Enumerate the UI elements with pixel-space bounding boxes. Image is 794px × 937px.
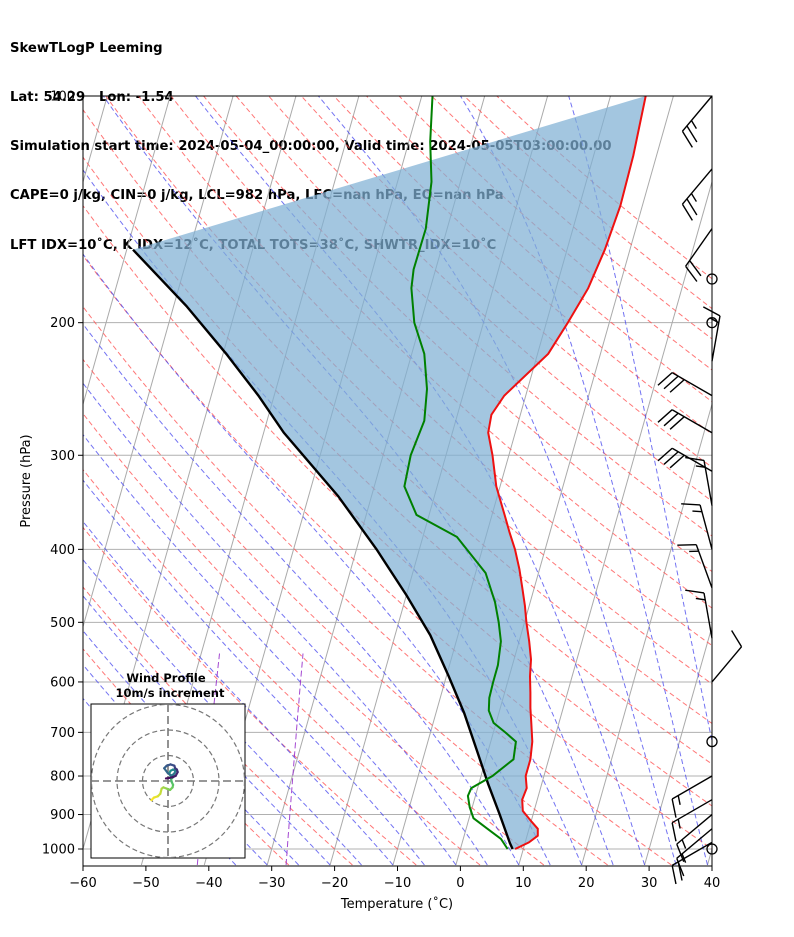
- x-tick-label: −40: [195, 876, 222, 891]
- moist-adiabat-line: [318, 96, 677, 866]
- inset-subtitle: 10m/s increment: [116, 686, 225, 700]
- wind-barb: [671, 799, 713, 842]
- axis-ticks: −60 −50 −40 −30 −20 −10 0 10 20 30 40 100 200 300 400 5…: [42, 90, 720, 892]
- moist-adiabat-line: [568, 96, 712, 744]
- wind-barb: [702, 306, 721, 362]
- x-tick-label: −10: [384, 876, 411, 891]
- wind-barb: [685, 456, 713, 506]
- moist-adiabat-line: [83, 558, 362, 866]
- dry-adiabat-line: [203, 96, 712, 573]
- y-tick-label: 300: [50, 449, 75, 464]
- inset-ring: [91, 704, 245, 858]
- wind-barbs: [657, 95, 743, 885]
- isotherm-line: [644, 624, 712, 866]
- isotherm-line: [83, 96, 171, 407]
- inset-title: Wind Profile: [126, 671, 206, 685]
- x-tick-label: 0: [456, 876, 464, 891]
- wind-barb: [711, 630, 743, 683]
- wind-barb: [681, 95, 713, 148]
- moist-adiabat-line: [83, 323, 520, 866]
- dewpoint-line: [403, 96, 517, 850]
- moist-adiabat-line: [83, 433, 457, 866]
- cape-area: [133, 96, 646, 849]
- dry-adiabat-line: [83, 526, 417, 866]
- wind-barb: [676, 814, 713, 863]
- inset-plot: [91, 704, 245, 858]
- moist-adiabat-line: [195, 96, 646, 866]
- dry-adiabat-line: [83, 254, 712, 850]
- cape-shading: [133, 96, 646, 849]
- wind-barb: [681, 503, 713, 550]
- y-tick-label: 100: [50, 90, 75, 105]
- wind-barb: [657, 409, 713, 434]
- dry-adiabat-line: [83, 305, 672, 866]
- y-tick-label: 200: [50, 316, 75, 331]
- dry-adiabat-line: [83, 648, 290, 866]
- dry-adiabat-line: [333, 96, 712, 435]
- x-tick-label: 40: [704, 876, 721, 891]
- isotherm-line: [707, 847, 712, 866]
- parcel-profile-line: [132, 248, 514, 850]
- y-tick-label: 500: [50, 616, 75, 631]
- dry-adiabat-line: [300, 96, 712, 468]
- x-tick-label: −30: [258, 876, 285, 891]
- wind-barb: [677, 543, 713, 589]
- moist-adiabat-line: [83, 520, 394, 866]
- inset-hodograph-segment: [164, 776, 171, 780]
- wind-barb: [657, 447, 713, 472]
- x-axis-label: Temperature (˚C): [340, 896, 453, 912]
- wind-barb: [685, 228, 713, 282]
- isotherm-line: [518, 180, 712, 866]
- y-tick-label: 800: [50, 770, 75, 785]
- y-tick-label: 400: [50, 543, 75, 558]
- x-tick-label: −60: [69, 876, 96, 891]
- header-location: Lat: 54.29 Lon: -1.54: [10, 90, 174, 106]
- moist-adiabat-line: [83, 595, 331, 866]
- temperature-line: [487, 96, 647, 850]
- isotherm-line: [581, 402, 712, 866]
- wind-barb: [671, 841, 713, 885]
- moist-adiabat-line: [83, 629, 299, 866]
- y-tick-label: 600: [50, 675, 75, 690]
- wind-barb: [671, 775, 713, 818]
- wind-profile-inset: Wind Profile 10m/s increment: [90, 671, 246, 859]
- x-tick-label: 10: [515, 876, 532, 891]
- y-axis-label: Pressure (hPa): [19, 434, 34, 527]
- wind-barb: [685, 589, 713, 639]
- dry-adiabat-line: [83, 586, 353, 866]
- moist-adiabat-line: [460, 96, 708, 866]
- x-tick-label: −20: [321, 876, 348, 891]
- dry-adiabat-line: [235, 96, 712, 537]
- x-tick-label: −50: [132, 876, 159, 891]
- wind-barb: [657, 372, 713, 397]
- isotherm-line: [83, 96, 234, 629]
- moist-adiabat-line: [83, 479, 425, 866]
- profile-curves: [132, 96, 647, 850]
- header-title: SkewTLogP Leeming: [10, 40, 163, 56]
- mixing-ratio-line: [285, 653, 304, 866]
- dry-adiabat-line: [83, 358, 608, 866]
- y-tick-label: 700: [50, 726, 75, 741]
- y-tick-label: 900: [50, 808, 75, 823]
- x-tick-label: 20: [578, 876, 595, 891]
- moist-adiabat-line: [83, 382, 488, 866]
- y-tick-label: 1000: [42, 843, 75, 858]
- x-tick-label: 30: [641, 876, 658, 891]
- wind-barb: [681, 168, 713, 221]
